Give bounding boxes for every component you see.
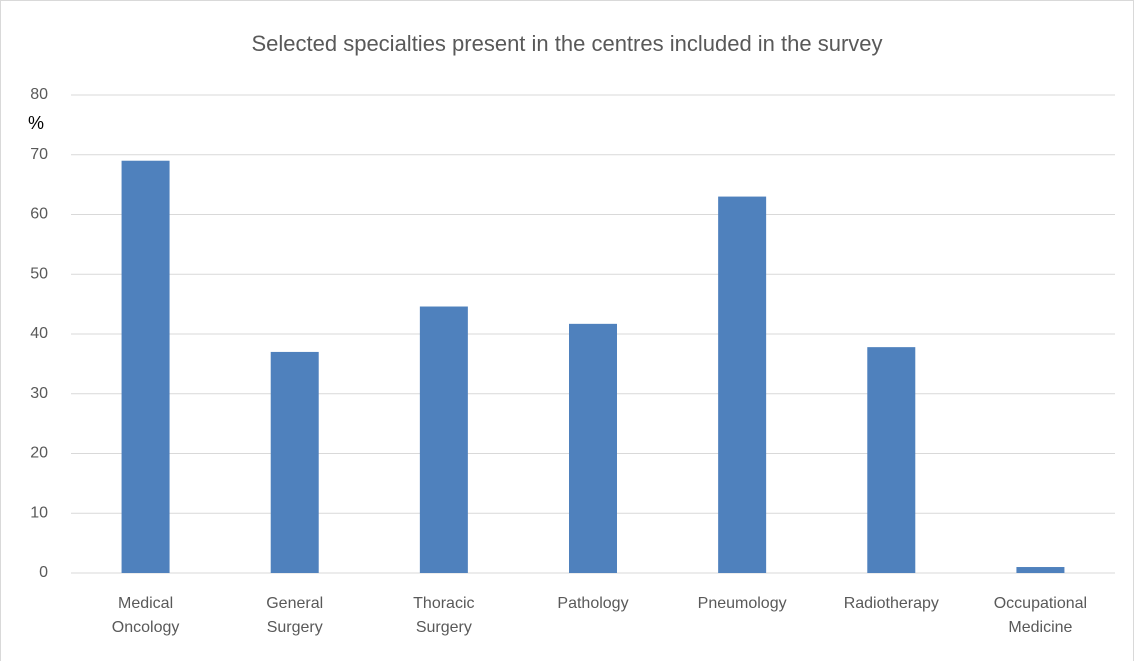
x-tick-label: Medical Oncology bbox=[111, 595, 180, 636]
y-tick-label: 50 bbox=[30, 265, 48, 282]
y-tick-label: 70 bbox=[30, 146, 48, 163]
bar bbox=[569, 323, 617, 573]
x-tick-label: Pathology bbox=[557, 595, 629, 612]
y-tick-label: 60 bbox=[30, 206, 48, 223]
bar bbox=[1016, 567, 1065, 573]
bar bbox=[270, 351, 319, 573]
y-tick-label: 40 bbox=[30, 325, 48, 342]
y-tick-label: 10 bbox=[30, 504, 48, 521]
y-tick-label: 0 bbox=[39, 564, 48, 581]
y-tick-label: 30 bbox=[30, 385, 48, 402]
bar bbox=[419, 306, 468, 573]
x-tick-label: General Surgery bbox=[266, 595, 324, 636]
y-tick-label: 20 bbox=[30, 445, 48, 462]
x-tick-label: Pneumology bbox=[697, 595, 787, 612]
x-tick-label: Thoracic Surgery bbox=[413, 595, 475, 636]
x-tick-label: Radiotherapy bbox=[843, 595, 939, 612]
bar bbox=[121, 160, 170, 573]
chart-title: Selected specialties present in the cent… bbox=[251, 31, 882, 56]
x-tick-label: Occupational Medicine bbox=[993, 595, 1088, 636]
bar bbox=[718, 196, 767, 573]
y-tick-label: 80 bbox=[30, 86, 48, 103]
bar bbox=[867, 347, 916, 573]
y-axis-label: % bbox=[28, 113, 44, 133]
